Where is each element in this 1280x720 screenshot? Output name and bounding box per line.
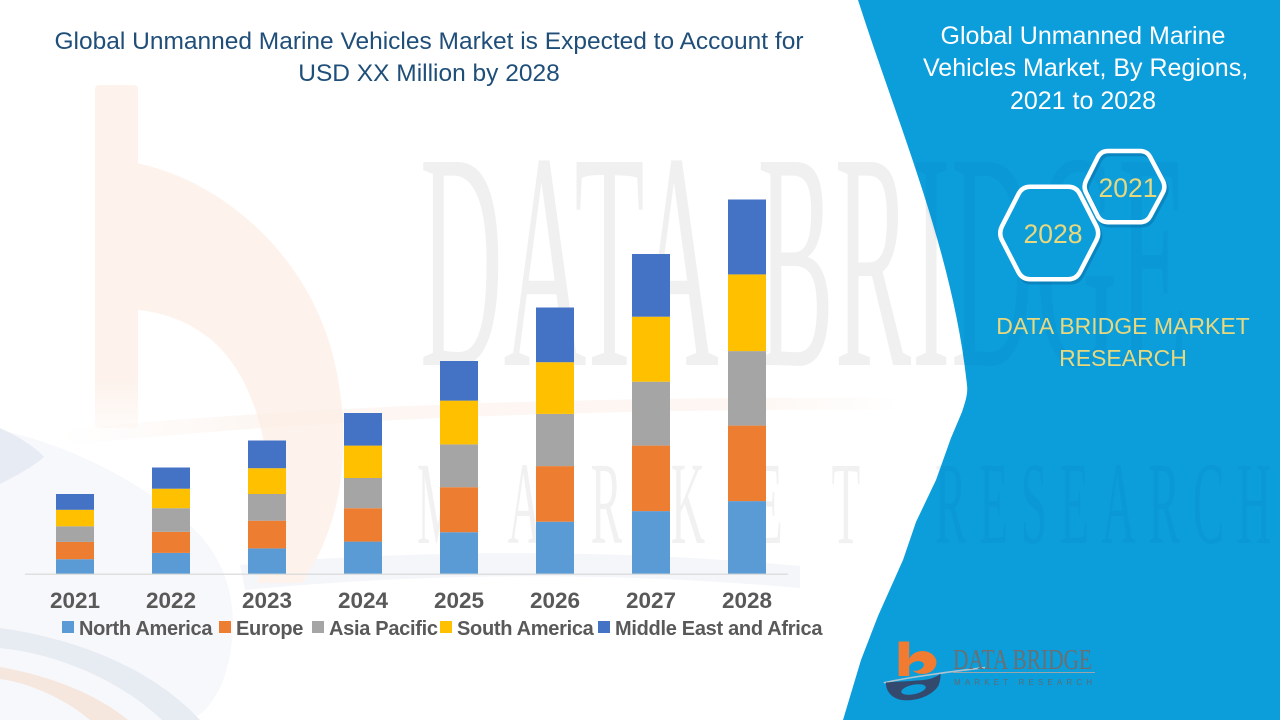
svg-text:DATA BRIDGE: DATA BRIDGE (953, 645, 1092, 676)
svg-text:MARKET RESEARCH: MARKET RESEARCH (954, 678, 1092, 687)
